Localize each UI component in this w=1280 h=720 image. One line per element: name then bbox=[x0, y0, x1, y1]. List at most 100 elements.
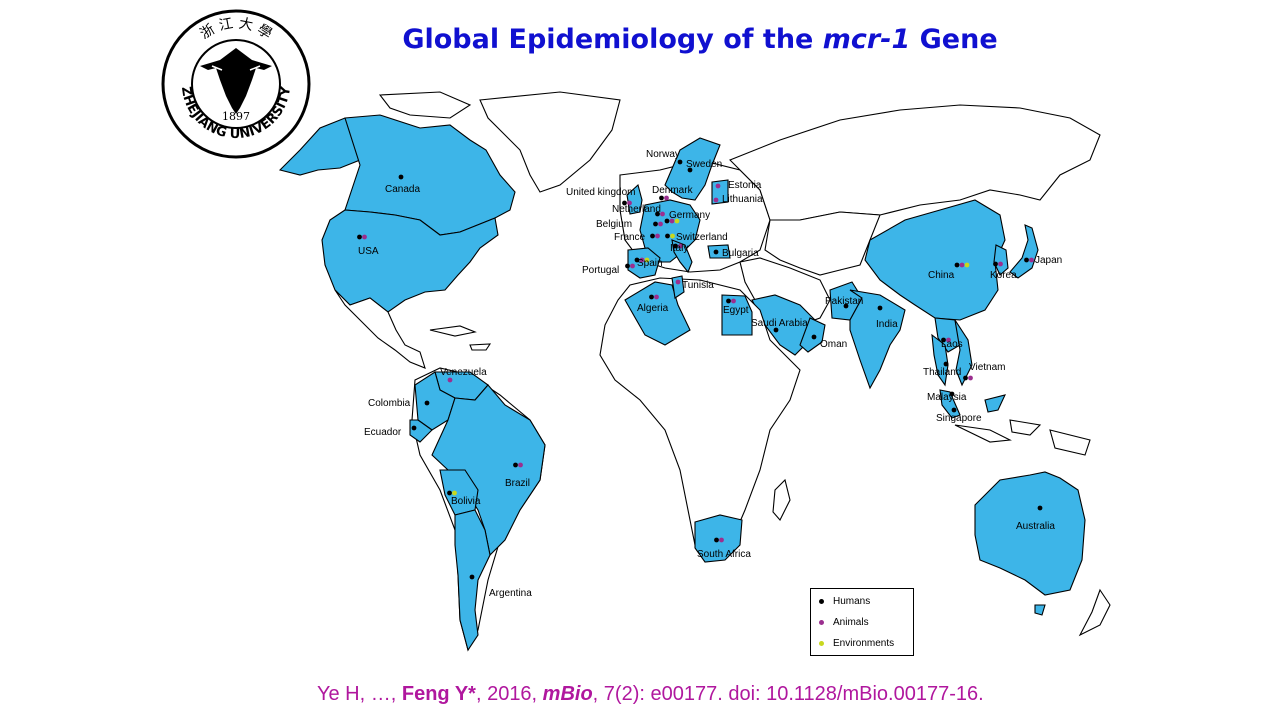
country-label-switzerland: Switzerland bbox=[676, 232, 728, 243]
marker-ecuador-humans bbox=[411, 425, 417, 431]
legend-dot-animals bbox=[819, 619, 824, 625]
marker-japan-humans bbox=[1024, 257, 1029, 263]
marker-switzerland-humans bbox=[665, 233, 670, 239]
country-label-sweden: Sweden bbox=[686, 159, 722, 170]
country-label-belgium: Belgium bbox=[596, 219, 632, 230]
country-label-china: China bbox=[928, 270, 955, 281]
marker-egypt-humans bbox=[726, 298, 731, 304]
country-label-argentina: Argentina bbox=[489, 588, 532, 599]
citation-year: , 2016, bbox=[475, 683, 543, 705]
marker-italy-humans bbox=[673, 243, 678, 249]
country-label-oman: Oman bbox=[820, 339, 847, 350]
eagle-emblem bbox=[200, 48, 272, 114]
legend-item-animals: Animals bbox=[819, 616, 869, 630]
map-legend: Humans Animals Environments bbox=[810, 588, 914, 656]
marker-pakistan-humans bbox=[843, 303, 849, 309]
citation-journal: mBio bbox=[542, 683, 593, 705]
marker-switzerland-environments bbox=[670, 233, 675, 239]
marker-united-kingdom-humans bbox=[622, 200, 627, 206]
marker-australia-humans bbox=[1037, 505, 1043, 511]
legend-label-animals: Animals bbox=[833, 617, 869, 628]
country-label-singapore: Singapore bbox=[936, 413, 982, 424]
marker-tunisia-animals bbox=[675, 279, 681, 285]
land-greenland bbox=[479, 91, 621, 193]
land-iberia bbox=[627, 247, 661, 279]
land-australia bbox=[974, 471, 1086, 596]
marker-south-africa-humans bbox=[714, 537, 719, 543]
world-map: Canada USA Norway Sweden Denmark United kingd… bbox=[265, 85, 1135, 660]
marker-netherland-humans bbox=[655, 211, 660, 217]
country-label-malaysia: Malaysia bbox=[927, 392, 967, 403]
marker-germany-environments bbox=[674, 218, 680, 224]
country-label-laos: Laos bbox=[941, 339, 963, 350]
country-label-vietnam: Vietnam bbox=[969, 362, 1006, 373]
marker-canada-humans bbox=[398, 174, 404, 180]
country-label-tunisia: Tunisia bbox=[682, 280, 714, 291]
land-china bbox=[864, 199, 1006, 321]
country-label-france: France bbox=[614, 232, 646, 243]
citation-details: , 7(2): e00177. doi: 10.1128/mBio.00177-… bbox=[592, 683, 984, 705]
land-india bbox=[849, 289, 906, 390]
marker-germany-animals bbox=[669, 218, 675, 224]
marker-laos-animals bbox=[946, 337, 951, 343]
land-uk bbox=[626, 183, 643, 215]
country-label-korea: Korea bbox=[990, 270, 1017, 281]
land-malaysia bbox=[939, 389, 1006, 419]
country-labels: Canada USA Norway Sweden Denmark United kingd… bbox=[358, 149, 1062, 599]
country-label-spain: Spain bbox=[637, 258, 663, 269]
marker-portugal-humans bbox=[625, 263, 630, 269]
legend-item-humans: Humans bbox=[819, 595, 870, 609]
land-brazil bbox=[431, 384, 546, 557]
marker-brazil-animals bbox=[518, 462, 523, 468]
marker-algeria-humans bbox=[649, 294, 654, 300]
citation: Ye H, …, Feng Y*, 2016, mBio, 7(2): e001… bbox=[317, 683, 1217, 706]
country-label-ecuador: Ecuador bbox=[364, 427, 402, 438]
marker-bolivia-environments bbox=[452, 490, 457, 496]
marker-china-animals bbox=[959, 262, 965, 268]
land-japan bbox=[1009, 224, 1039, 279]
marker-belgium-humans bbox=[653, 221, 658, 227]
land-thailand bbox=[931, 333, 949, 387]
marker-thailand-humans bbox=[943, 361, 949, 367]
land-italy bbox=[671, 239, 693, 274]
marker-brazil-humans bbox=[513, 462, 518, 468]
marker-korea-animals bbox=[998, 261, 1003, 267]
land-south-africa bbox=[694, 514, 743, 563]
country-label-norway: Norway bbox=[646, 149, 680, 160]
marker-sweden-humans bbox=[687, 167, 693, 173]
country-label-india: India bbox=[876, 319, 898, 330]
country-label-japan: Japan bbox=[1035, 255, 1062, 266]
country-label-portugal: Portugal bbox=[582, 265, 619, 276]
marker-oman-humans bbox=[811, 334, 817, 340]
legend-item-environments: Environments bbox=[819, 637, 894, 651]
marker-spain-animals bbox=[639, 257, 645, 263]
marker-india-humans bbox=[877, 305, 883, 311]
citation-corresponding-author: Feng Y* bbox=[401, 683, 476, 705]
land-central-asia bbox=[764, 211, 881, 276]
marker-south-africa-animals bbox=[719, 537, 724, 543]
country-label-italy: Italy bbox=[670, 243, 688, 254]
seal-year: 1897 bbox=[222, 110, 250, 123]
marker-spain-environments bbox=[644, 257, 650, 263]
country-label-pakistan: Pakistan bbox=[825, 296, 863, 307]
country-label-venezuela: Venezuela bbox=[440, 367, 487, 378]
land-middle-east bbox=[739, 257, 831, 326]
land-arctic-islands bbox=[378, 91, 472, 119]
marker-lithuania-animals bbox=[713, 197, 719, 203]
country-label-bulgaria: Bulgaria bbox=[722, 248, 759, 259]
marker-argentina-humans bbox=[469, 574, 475, 580]
sample-markers bbox=[357, 159, 1043, 580]
country-label-algeria: Algeria bbox=[637, 303, 669, 314]
title-gene: mcr-1 bbox=[822, 24, 911, 55]
university-seal: 浙 江 大 學 1897 ZHEJIANG UNIVERSITY bbox=[160, 8, 312, 160]
country-label-brazil: Brazil bbox=[505, 478, 530, 489]
marker-vietnam-humans bbox=[963, 375, 968, 381]
marker-venezuela-animals bbox=[447, 377, 453, 383]
marker-bolivia-humans bbox=[447, 490, 452, 496]
country-label-netherland: Netherland bbox=[612, 204, 661, 215]
country-label-saudi-arabia: Saudi Arabia bbox=[751, 318, 808, 329]
marker-france-humans bbox=[650, 233, 655, 239]
marker-belgium-animals bbox=[658, 221, 663, 227]
land-tasmania bbox=[1034, 604, 1046, 616]
